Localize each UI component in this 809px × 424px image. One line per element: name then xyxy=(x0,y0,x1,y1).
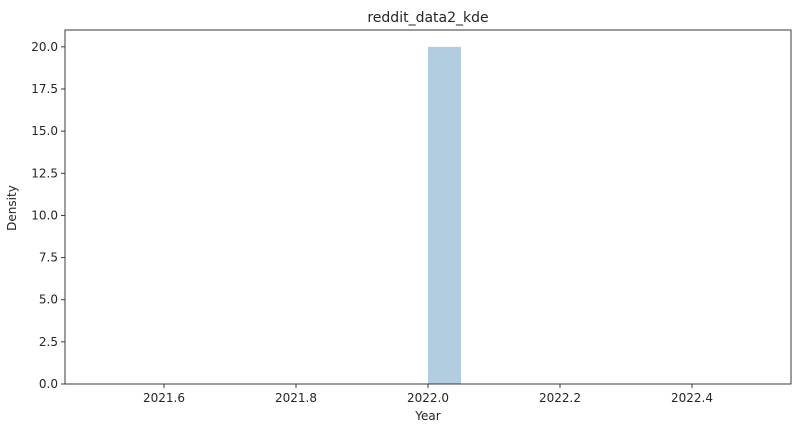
y-tick-label: 7.5 xyxy=(39,251,58,265)
x-tick-label: 2022.0 xyxy=(407,391,449,405)
y-tick-label: 2.5 xyxy=(39,335,58,349)
y-tick-label: 15.0 xyxy=(31,124,58,138)
y-tick-label: 10.0 xyxy=(31,208,58,222)
y-tick-label: 20.0 xyxy=(31,40,58,54)
plot-area xyxy=(428,46,461,384)
y-tick-label: 17.5 xyxy=(31,82,58,96)
bar-0 xyxy=(428,46,461,384)
x-tick-label: 2022.2 xyxy=(539,391,581,405)
y-tick-label: 12.5 xyxy=(31,166,58,180)
x-axis-label: Year xyxy=(414,409,440,423)
x-tick-label: 2021.8 xyxy=(275,391,317,405)
chart-title: reddit_data2_kde xyxy=(367,10,488,26)
y-axis-label: Density xyxy=(5,185,19,231)
y-tick-label: 5.0 xyxy=(39,293,58,307)
x-tick-label: 2022.4 xyxy=(671,391,713,405)
x-tick-label: 2021.6 xyxy=(143,391,185,405)
x-axis-ticks: 2021.6 2021.8 2022.0 2022.2 2022.4 xyxy=(143,384,713,405)
y-axis-ticks: 0.0 2.5 5.0 7.5 10.0 12.5 15.0 17.5 20.0 xyxy=(31,40,65,391)
y-tick-label: 0.0 xyxy=(39,377,58,391)
plot-frame xyxy=(64,29,792,385)
